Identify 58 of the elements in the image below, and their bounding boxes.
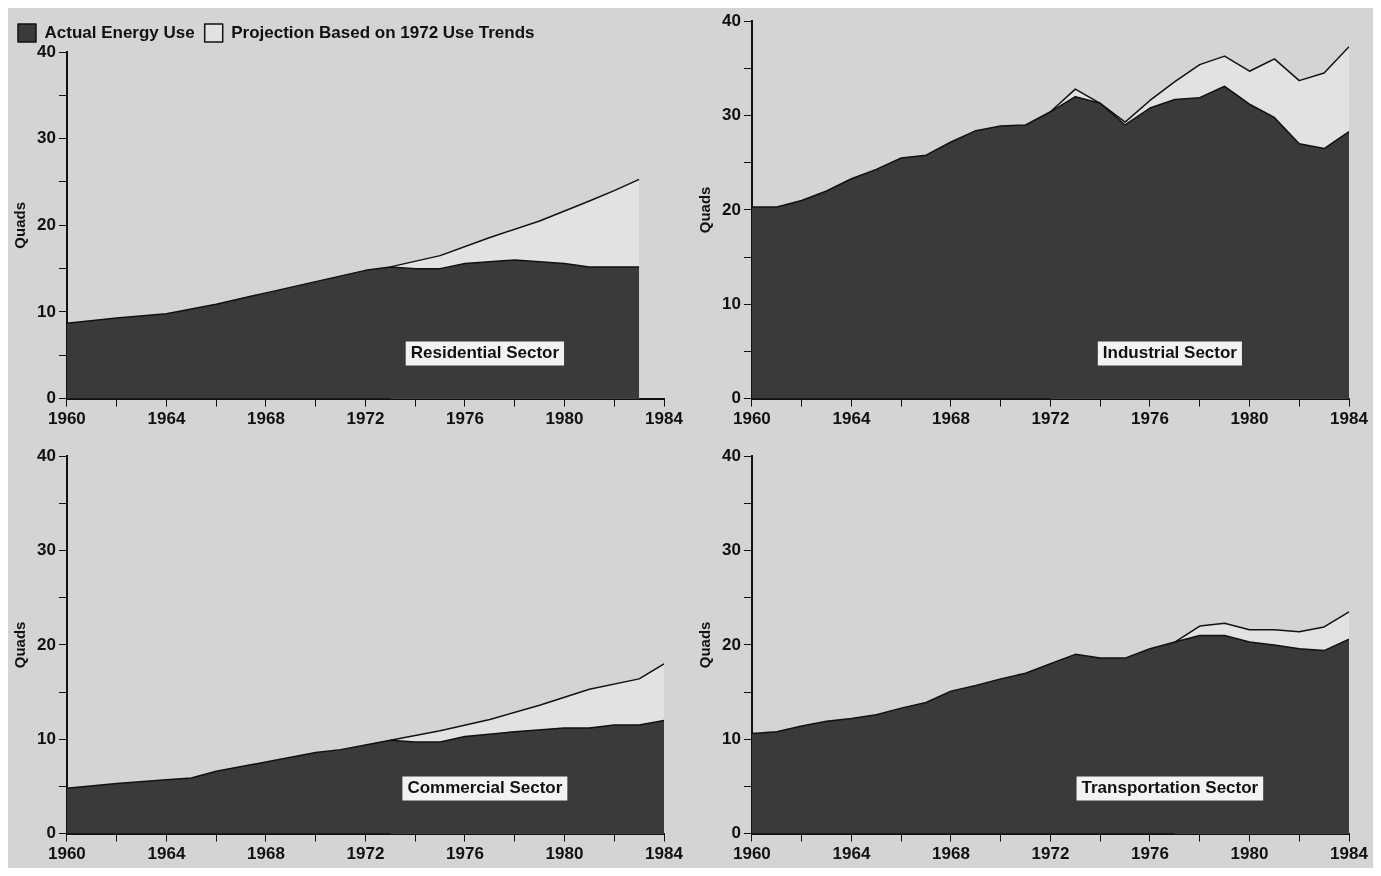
x-tick-label: 1980 <box>545 844 584 864</box>
x-tick-label: 1984 <box>645 844 684 864</box>
y-tick-label: 0 <box>46 823 56 843</box>
legend-label: Actual Energy Use <box>44 22 195 42</box>
y-tick-label: 40 <box>36 41 56 61</box>
legend-label: Projection Based on 1972 Use Trends <box>231 22 535 42</box>
annotation: Industrial Sector <box>1102 343 1238 363</box>
annotation: Commercial Sector <box>407 778 563 798</box>
annotation: Transportation Sector <box>1081 778 1259 798</box>
x-tick-label: 1972 <box>1031 409 1070 429</box>
x-tick-label: 1960 <box>48 409 86 429</box>
x-tick-label: 1976 <box>1131 409 1169 429</box>
annotation: Residential Sector <box>410 343 560 363</box>
x-tick-label: 1980 <box>1230 409 1269 429</box>
y-tick-label: 0 <box>46 388 56 408</box>
x-tick-label: 1968 <box>932 409 970 429</box>
x-tick-label: 1984 <box>1330 409 1369 429</box>
y-tick-label: 0 <box>731 823 741 843</box>
y-tick-label: 10 <box>36 301 56 321</box>
x-tick-label: 1968 <box>247 844 285 864</box>
x-tick-label: 1980 <box>545 409 584 429</box>
x-tick-label: 1968 <box>247 409 285 429</box>
y-tick-label: 30 <box>721 540 741 560</box>
y-axis-title: Quads <box>11 201 29 249</box>
y-tick-label: 20 <box>36 214 56 234</box>
x-tick-label: 1964 <box>832 409 871 429</box>
y-tick-label: 20 <box>36 634 56 654</box>
x-tick-label: 1960 <box>48 844 86 864</box>
y-tick-label: 20 <box>721 634 741 654</box>
y-tick-label: 30 <box>36 540 56 560</box>
x-tick-label: 1972 <box>346 409 385 429</box>
y-axis-title: Quads <box>696 186 714 234</box>
y-tick-label: 40 <box>721 10 741 30</box>
y-tick-label: 20 <box>721 199 741 219</box>
x-tick-label: 1960 <box>733 409 771 429</box>
y-tick-label: 0 <box>731 388 741 408</box>
y-axis-title: Quads <box>696 621 714 669</box>
y-tick-label: 10 <box>721 293 741 313</box>
x-tick-label: 1980 <box>1230 844 1269 864</box>
y-tick-label: 40 <box>36 445 56 465</box>
x-tick-label: 1964 <box>147 844 186 864</box>
x-tick-label: 1976 <box>446 409 484 429</box>
y-tick-label: 30 <box>36 128 56 148</box>
x-tick-label: 1976 <box>1131 844 1169 864</box>
x-tick-label: 1964 <box>832 844 871 864</box>
x-tick-label: 1976 <box>446 844 484 864</box>
y-tick-label: 40 <box>721 445 741 465</box>
x-tick-label: 1964 <box>147 409 186 429</box>
x-tick-label: 1960 <box>733 844 771 864</box>
x-tick-label: 1984 <box>1330 844 1369 864</box>
y-tick-label: 30 <box>721 105 741 125</box>
y-tick-label: 10 <box>721 728 741 748</box>
x-tick-label: 1984 <box>645 409 684 429</box>
x-tick-label: 1968 <box>932 844 970 864</box>
x-tick-label: 1972 <box>346 844 385 864</box>
y-axis-title: Quads <box>11 621 29 669</box>
y-tick-label: 10 <box>36 728 56 748</box>
x-tick-label: 1972 <box>1031 844 1070 864</box>
